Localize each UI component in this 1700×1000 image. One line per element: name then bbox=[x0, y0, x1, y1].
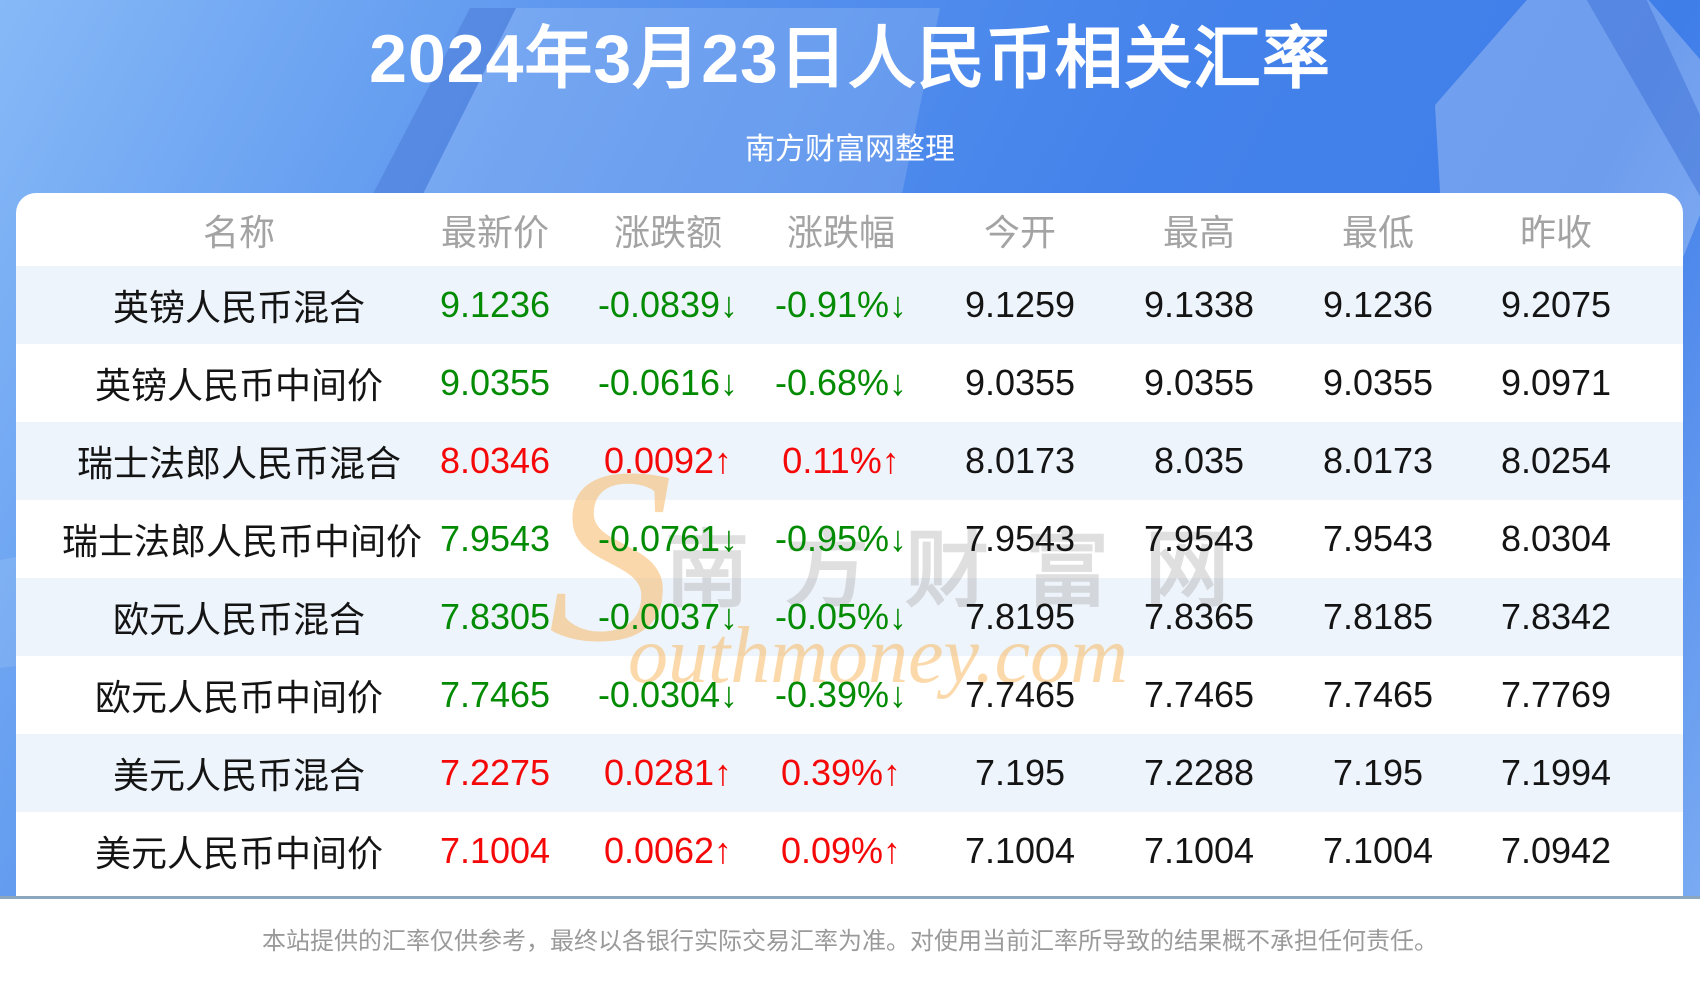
cell-change: 0.0062↑ bbox=[603, 830, 733, 871]
cell-change: 0.0092↑ bbox=[603, 440, 733, 481]
cell-open: 7.9543 bbox=[964, 518, 1076, 559]
cell-change: -0.0037↓ bbox=[597, 596, 739, 637]
table-row: 英镑人民币中间价 9.0355 -0.0616↓ -0.68%↓ 9.0355 9.035… bbox=[16, 344, 1634, 422]
column-header-prev-close: 昨收 bbox=[1519, 211, 1592, 253]
column-header-name: 名称 bbox=[202, 211, 275, 253]
cell-high: 7.2288 bbox=[1143, 752, 1255, 793]
cell-prev_close: 8.0304 bbox=[1500, 518, 1612, 559]
cell-change_pct: -0.39%↓ bbox=[774, 674, 908, 715]
cell-change_pct: -0.05%↓ bbox=[774, 596, 908, 637]
table-row: 美元人民币混合 7.2275 0.0281↑ 0.39%↑ 7.195 7.2288 7.1… bbox=[16, 734, 1634, 812]
cell-change: -0.0304↓ bbox=[597, 674, 739, 715]
watermark-brand-initial: S bbox=[548, 417, 673, 694]
cell-latest: 7.2275 bbox=[439, 752, 551, 793]
cell-prev_close: 9.0971 bbox=[1500, 362, 1612, 403]
row-stripe bbox=[16, 266, 1683, 344]
rates-table: 名称 最新价 涨跌额 涨跌幅 今开 最高 最低 昨收 英镑人民币混合 9.1236… bbox=[16, 193, 1634, 890]
cell-change_pct: -0.68%↓ bbox=[774, 362, 908, 403]
rates-card: S 南方财富网 outhmoney.com 名称 最新价 涨跌额 涨跌幅 今开 … bbox=[16, 193, 1683, 896]
cell-latest: 9.0355 bbox=[439, 362, 551, 403]
cell-change: -0.0761↓ bbox=[597, 518, 739, 559]
cell-name: 欧元人民币中间价 bbox=[94, 677, 383, 718]
cell-open: 8.0173 bbox=[964, 440, 1076, 481]
cell-low: 8.0173 bbox=[1322, 440, 1434, 481]
cell-high: 9.1338 bbox=[1143, 284, 1255, 325]
cell-name: 瑞士法郎人民币混合 bbox=[76, 443, 401, 484]
cell-open: 7.8195 bbox=[964, 596, 1076, 637]
cell-low: 7.8185 bbox=[1322, 596, 1434, 637]
cell-low: 9.1236 bbox=[1322, 284, 1434, 325]
cell-prev_close: 9.2075 bbox=[1500, 284, 1612, 325]
cell-latest: 7.9543 bbox=[439, 518, 551, 559]
row-stripe bbox=[16, 734, 1683, 812]
table-row: 欧元人民币中间价 7.7465 -0.0304↓ -0.39%↓ 7.7465 7.746… bbox=[16, 656, 1634, 734]
cell-open: 9.1259 bbox=[964, 284, 1076, 325]
cell-name: 美元人民币中间价 bbox=[94, 833, 383, 874]
rates-table-body: 英镑人民币混合 9.1236 -0.0839↓ -0.91%↓ 9.1259 9.1338… bbox=[16, 266, 1634, 890]
column-header-high: 最高 bbox=[1162, 211, 1235, 253]
row-stripe bbox=[16, 578, 1683, 656]
cell-name: 英镑人民币混合 bbox=[112, 287, 365, 328]
table-row: 英镑人民币混合 9.1236 -0.0839↓ -0.91%↓ 9.1259 9.1338… bbox=[16, 266, 1634, 344]
cell-latest: 7.8305 bbox=[439, 596, 551, 637]
cell-change_pct: 0.11%↑ bbox=[782, 440, 900, 481]
cell-prev_close: 7.1994 bbox=[1500, 752, 1612, 793]
cell-name: 欧元人民币混合 bbox=[112, 599, 365, 640]
cell-change: -0.0616↓ bbox=[597, 362, 739, 403]
page-subtitle: 南方财富网整理 bbox=[745, 133, 955, 166]
cell-high: 7.9543 bbox=[1143, 518, 1255, 559]
cell-change_pct: 0.39%↑ bbox=[780, 752, 902, 793]
cell-low: 7.7465 bbox=[1322, 674, 1434, 715]
cell-change_pct: -0.91%↓ bbox=[774, 284, 908, 325]
cell-high: 7.7465 bbox=[1143, 674, 1255, 715]
cell-low: 7.1004 bbox=[1322, 830, 1434, 871]
cell-latest: 9.1236 bbox=[439, 284, 551, 325]
cell-name: 美元人民币混合 bbox=[112, 755, 365, 796]
cell-low: 7.195 bbox=[1332, 752, 1424, 793]
table-row: 美元人民币中间价 7.1004 0.0062↑ 0.09%↑ 7.1004 7.1004 7… bbox=[16, 812, 1634, 890]
column-header-change: 涨跌额 bbox=[613, 211, 722, 253]
cell-open: 7.1004 bbox=[964, 830, 1076, 871]
cell-prev_close: 7.8342 bbox=[1500, 596, 1612, 637]
cell-prev_close: 8.0254 bbox=[1500, 440, 1612, 481]
cell-prev_close: 7.0942 bbox=[1500, 830, 1612, 871]
cell-change_pct: 0.09%↑ bbox=[780, 830, 902, 871]
header-row: 名称 最新价 涨跌额 涨跌幅 今开 最高 最低 昨收 bbox=[16, 193, 1634, 266]
column-header-low: 最低 bbox=[1341, 211, 1414, 253]
cell-latest: 8.0346 bbox=[439, 440, 551, 481]
cell-latest: 7.1004 bbox=[439, 830, 551, 871]
table-row: 瑞士法郎人民币中间价 7.9543 -0.0761↓ -0.95%↓ 7.9543 7.9… bbox=[16, 500, 1634, 578]
cell-name: 英镑人民币中间价 bbox=[94, 365, 383, 406]
disclaimer-text: 本站提供的汇率仅供参考，最终以各银行实际交易汇率为准。对使用当前汇率所导致的结果… bbox=[262, 928, 1438, 955]
cell-high: 7.1004 bbox=[1143, 830, 1255, 871]
cell-open: 7.195 bbox=[974, 752, 1066, 793]
column-header-latest: 最新价 bbox=[440, 211, 549, 253]
table-row: 瑞士法郎人民币混合 8.0346 0.0092↑ 0.11%↑ 8.0173 8.035 8… bbox=[16, 422, 1634, 500]
watermark-brand-cjk: 南方财富网 bbox=[665, 523, 1266, 617]
cell-change_pct: -0.95%↓ bbox=[774, 518, 908, 559]
page-title: 2024年3月23日人民币相关汇率 bbox=[369, 21, 1331, 97]
cell-high: 7.8365 bbox=[1143, 596, 1255, 637]
column-header-change-pct: 涨跌幅 bbox=[786, 211, 895, 253]
cell-open: 9.0355 bbox=[964, 362, 1076, 403]
cell-low: 7.9543 bbox=[1322, 518, 1434, 559]
cell-low: 9.0355 bbox=[1322, 362, 1434, 403]
cell-high: 8.035 bbox=[1153, 440, 1245, 481]
cell-high: 9.0355 bbox=[1143, 362, 1255, 403]
column-header-open: 今开 bbox=[983, 211, 1056, 253]
cell-name: 瑞士法郎人民币中间价 bbox=[62, 521, 423, 562]
cell-open: 7.7465 bbox=[964, 674, 1076, 715]
cell-prev_close: 7.7769 bbox=[1500, 674, 1612, 715]
footer: 本站提供的汇率仅供参考，最终以各银行实际交易汇率为准。对使用当前汇率所导致的结果… bbox=[0, 899, 1700, 1000]
cell-latest: 7.7465 bbox=[439, 674, 551, 715]
cell-change: -0.0839↓ bbox=[597, 284, 739, 325]
cell-change: 0.0281↑ bbox=[603, 752, 733, 793]
watermark-brand-script: outhmoney.com bbox=[628, 612, 1128, 700]
row-stripe bbox=[16, 422, 1683, 500]
table-row: 欧元人民币混合 7.8305 -0.0037↓ -0.05%↓ 7.8195 7.8365… bbox=[16, 578, 1634, 656]
